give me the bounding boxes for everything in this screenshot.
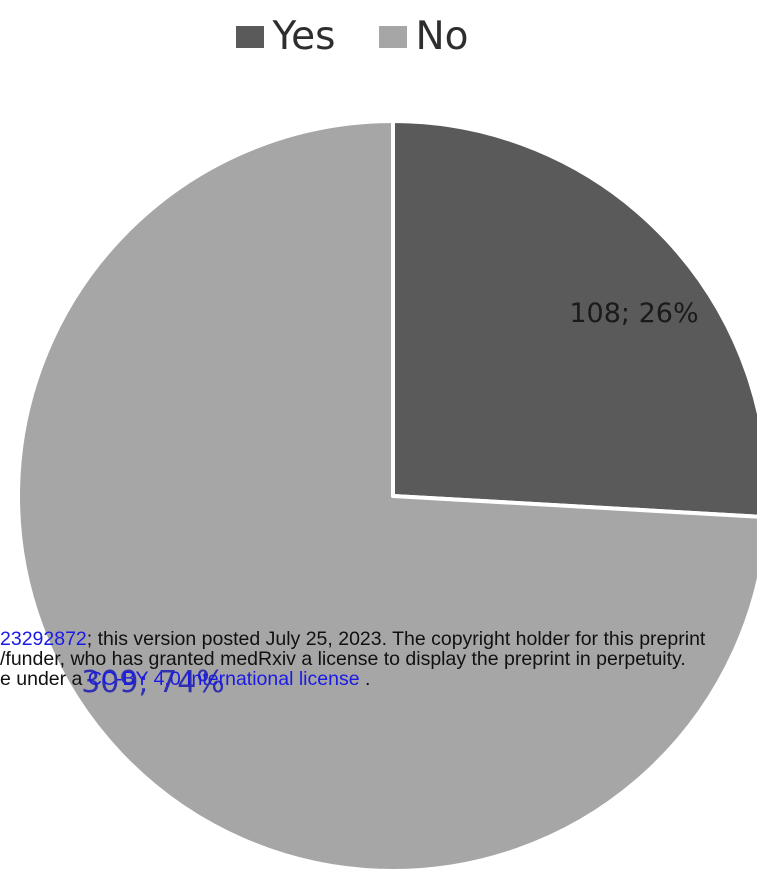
legend-item-no: No — [379, 14, 469, 59]
data-label-no: 309; 74% — [81, 665, 225, 700]
license-link[interactable]: CC-BY 4.0 International license — [87, 669, 360, 689]
notice-text-3-suffix: . — [359, 669, 371, 689]
pie-data-labels: 108; 26% 309; 74% — [81, 298, 698, 700]
legend-item-yes: Yes — [236, 14, 335, 59]
doi-link[interactable]: 23292872 — [0, 629, 87, 649]
notice-text-3-prefix: e under a — [0, 669, 88, 689]
notice-text-2: /funder, who has granted medRxiv a licen… — [0, 649, 686, 669]
pie-slice-yes — [391, 119, 757, 519]
preprint-notice-line-3: e under a CC-BY 4.0 International licens… — [0, 669, 757, 689]
pie-slices — [16, 119, 757, 872]
preprint-notice-line-2: /funder, who has granted medRxiv a licen… — [0, 649, 757, 669]
pie-slice-no — [16, 119, 757, 872]
legend-swatch-yes — [236, 25, 265, 48]
legend-label-no: No — [415, 14, 469, 59]
data-label-yes: 108; 26% — [569, 298, 698, 329]
notice-text-1: ; this version posted July 25, 2023. The… — [86, 629, 706, 649]
chart-legend: Yes No — [0, 14, 705, 59]
legend-label-yes: Yes — [272, 14, 336, 59]
preprint-notice-line-1: 23292872; this version posted July 25, 2… — [0, 629, 757, 649]
legend-swatch-no — [379, 25, 408, 48]
